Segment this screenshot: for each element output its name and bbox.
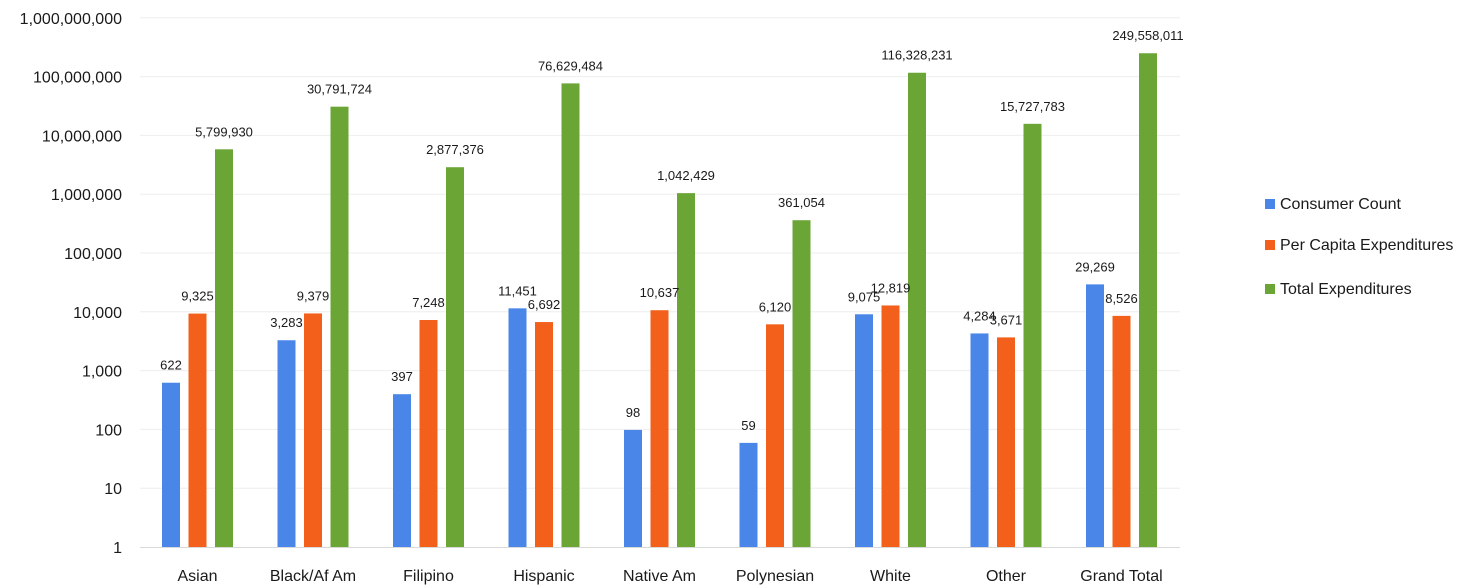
data-label: 59 — [741, 418, 755, 433]
bar-total-expenditures — [677, 193, 695, 548]
y-tick-label: 100 — [95, 422, 122, 439]
bar-per-capita-expenditures — [881, 305, 900, 547]
legend-label: Consumer Count — [1280, 196, 1402, 213]
data-label: 6,692 — [528, 297, 561, 312]
bar-per-capita-expenditures — [419, 320, 438, 547]
x-axis: Asian Black/Af Am Filipino Hispanic Native A… — [177, 568, 1162, 585]
legend-swatch — [1265, 284, 1275, 294]
data-label: 30,791,724 — [307, 82, 372, 97]
bar-total-expenditures — [1023, 123, 1042, 548]
bar-consumer-count — [508, 308, 527, 547]
data-label: 11,451 — [498, 283, 537, 298]
data-labels: 622 9,325 5,799,930 3,283 9,379 30,791,724 397… — [160, 28, 1184, 433]
data-label: 5,799,930 — [195, 124, 253, 139]
data-label: 3,671 — [990, 312, 1023, 327]
bar-consumer-count — [739, 442, 758, 547]
legend-swatch — [1265, 240, 1275, 250]
data-label: 12,819 — [871, 280, 911, 295]
data-label: 9,325 — [181, 289, 214, 304]
x-tick-label: Grand Total — [1080, 568, 1162, 585]
x-tick-label: Other — [986, 568, 1027, 585]
x-tick-label: Black/Af Am — [270, 568, 356, 585]
y-tick-label: 100,000,000 — [33, 70, 122, 87]
bar-total-expenditures — [446, 167, 464, 547]
data-label: 361,054 — [778, 195, 825, 210]
data-label: 2,877,376 — [426, 142, 484, 157]
data-label: 10,637 — [640, 285, 680, 300]
legend-label: Total Expenditures — [1280, 281, 1412, 298]
data-label: 15,727,783 — [1000, 99, 1065, 114]
data-label: 98 — [626, 405, 640, 420]
legend-label: Per Capita Expenditures — [1280, 237, 1453, 254]
data-label: 7,248 — [412, 295, 445, 310]
y-tick-label: 10,000 — [73, 305, 122, 322]
x-tick-label: Asian — [177, 568, 217, 585]
data-label: 29,269 — [1075, 259, 1115, 274]
bar-consumer-count — [1086, 284, 1104, 547]
x-tick-label: Hispanic — [513, 568, 574, 585]
bar-total-expenditures — [561, 83, 580, 547]
x-tick-label: White — [870, 568, 911, 585]
data-label: 116,328,231 — [881, 48, 952, 63]
bar-total-expenditures — [908, 72, 926, 547]
data-label: 9,379 — [297, 288, 330, 303]
x-tick-label: Polynesian — [736, 568, 814, 585]
data-label: 3,283 — [270, 315, 303, 330]
bar-consumer-count — [970, 333, 989, 547]
bar-consumer-count — [855, 314, 873, 547]
data-label: 8,526 — [1105, 291, 1138, 306]
data-label: 9,075 — [848, 289, 881, 304]
legend-swatch — [1265, 199, 1275, 209]
data-label: 76,629,484 — [538, 58, 603, 73]
y-tick-label: 1,000,000 — [51, 187, 122, 204]
y-tick-label: 10 — [104, 481, 122, 498]
bar-per-capita-expenditures — [997, 337, 1015, 547]
data-label: 6,120 — [759, 299, 792, 314]
data-label: 1,042,429 — [657, 168, 715, 183]
bar-per-capita-expenditures — [1112, 315, 1131, 547]
y-tick-label: 1 — [113, 540, 122, 557]
bar-total-expenditures — [215, 149, 233, 548]
data-label: 397 — [391, 369, 413, 384]
bar-total-expenditures — [330, 106, 349, 547]
data-label: 4,284 — [963, 308, 996, 323]
bar-per-capita-expenditures — [304, 313, 322, 547]
bar-per-capita-expenditures — [766, 324, 784, 547]
bar-consumer-count — [393, 394, 411, 547]
bar-total-expenditures — [1139, 53, 1157, 548]
bar-consumer-count — [162, 382, 180, 547]
y-tick-label: 10,000,000 — [42, 128, 122, 145]
bar-consumer-count — [277, 340, 296, 547]
x-tick-label: Filipino — [403, 568, 454, 585]
legend: Consumer Count Per Capita Expenditures Tot… — [1265, 196, 1453, 298]
bar-consumer-count — [624, 429, 642, 547]
y-axis: 1 10 100 1,000 10,000 100,000 1,000,000 10,000,… — [20, 11, 122, 557]
y-tick-label: 1,000 — [82, 364, 122, 381]
data-label: 249,558,011 — [1112, 28, 1183, 43]
bar-per-capita-expenditures — [188, 313, 207, 547]
bars — [162, 53, 1157, 548]
y-tick-label: 100,000 — [64, 246, 122, 263]
data-label: 622 — [160, 358, 182, 373]
bar-per-capita-expenditures — [535, 322, 553, 547]
bar-per-capita-expenditures — [650, 310, 669, 547]
y-tick-label: 1,000,000,000 — [20, 11, 122, 28]
bar-total-expenditures — [792, 220, 811, 547]
x-tick-label: Native Am — [623, 568, 696, 585]
